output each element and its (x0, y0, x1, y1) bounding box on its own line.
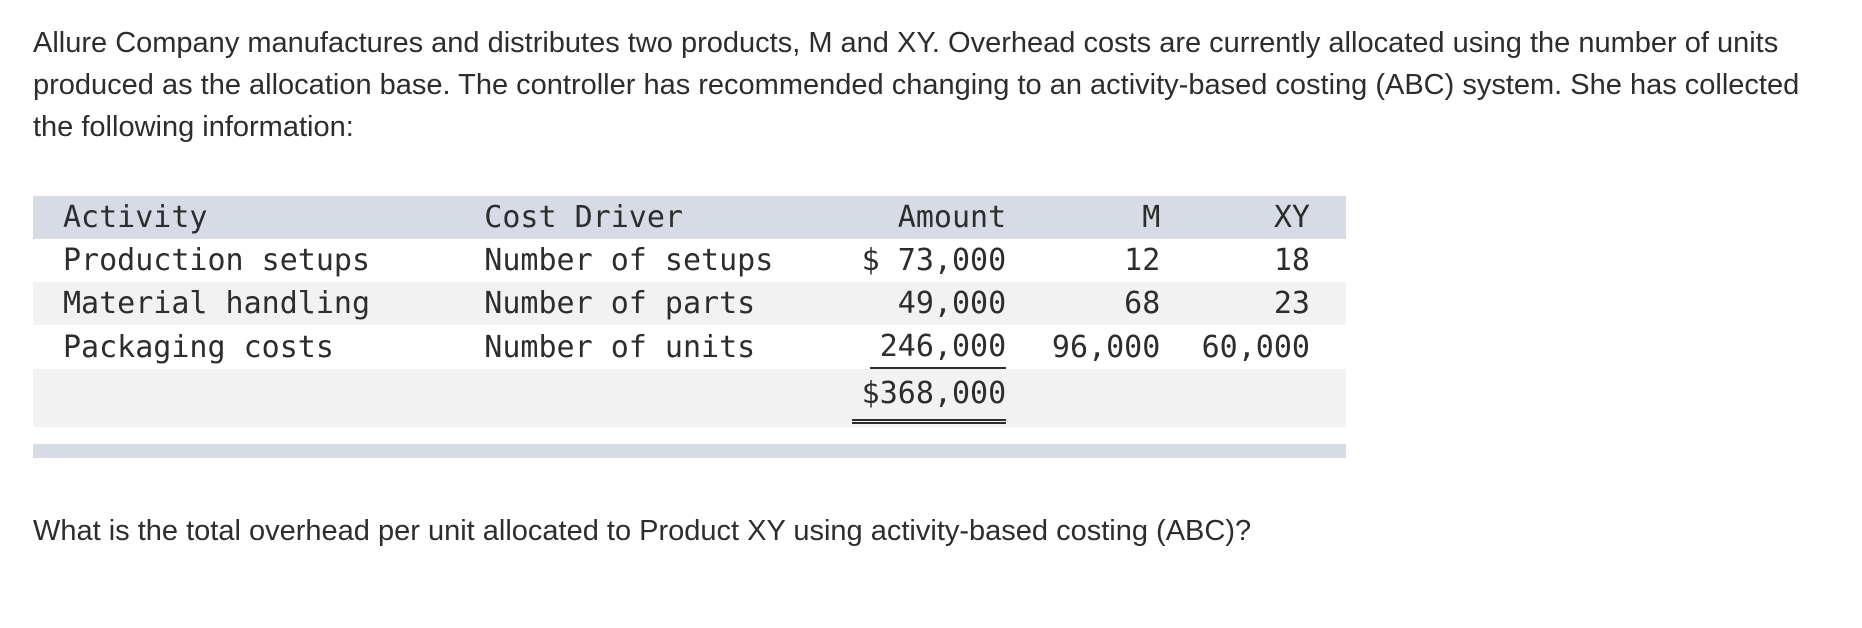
total-empty-xy (1160, 369, 1346, 427)
total-amount-value: $368,000 (851, 371, 1007, 424)
table-row: Packaging costs Number of units 246,000 … (33, 325, 1346, 369)
total-empty-m (1006, 369, 1160, 427)
cell-amount: $ 73,000 (861, 243, 1007, 278)
cell-m: 68 (1124, 286, 1161, 321)
cell-activity: Material handling (63, 286, 371, 321)
header-amount: Amount (897, 200, 1007, 235)
cell-amount-last: 246,000 (843, 325, 1007, 369)
cell-amount: 49,000 (897, 286, 1007, 321)
cell-xy: 18 (1273, 243, 1310, 278)
problem-question: What is the total overhead per unit allo… (33, 515, 1252, 547)
problem-intro: Allure Company manufactures and distribu… (33, 27, 1800, 143)
activity-cost-table: Activity Cost Driver Amount M XY Product… (33, 196, 1346, 427)
cell-xy: 60,000 (1201, 329, 1310, 365)
cell-m: 12 (1124, 243, 1161, 278)
total-row: $368,000 (33, 369, 1346, 427)
amount-last-value: 246,000 (869, 327, 1007, 369)
table-row: Production setups Number of setups $ 73,… (33, 239, 1346, 282)
cell-total-amount: $368,000 (843, 369, 1007, 427)
table-row: Material handling Number of parts 49,000… (33, 282, 1346, 325)
total-empty-driver (484, 369, 843, 427)
cell-activity: Packaging costs (63, 329, 334, 365)
table-footer-divider (33, 444, 1346, 458)
header-xy: XY (1273, 200, 1310, 235)
table-header-row: Activity Cost Driver Amount M XY (33, 196, 1346, 239)
cell-xy: 23 (1273, 286, 1310, 321)
cost-table: Activity Cost Driver Amount M XY Product… (33, 196, 1346, 427)
cell-cost-driver: Number of parts (484, 286, 756, 321)
header-m: M (1142, 200, 1161, 235)
header-activity: Activity (63, 200, 208, 235)
header-cost-driver: Cost Driver (484, 200, 683, 235)
cell-activity: Production setups (63, 243, 371, 278)
cell-cost-driver: Number of units (484, 329, 756, 365)
cell-cost-driver: Number of setups (484, 243, 774, 278)
cell-m: 96,000 (1051, 329, 1161, 365)
total-empty-activity (33, 369, 484, 427)
